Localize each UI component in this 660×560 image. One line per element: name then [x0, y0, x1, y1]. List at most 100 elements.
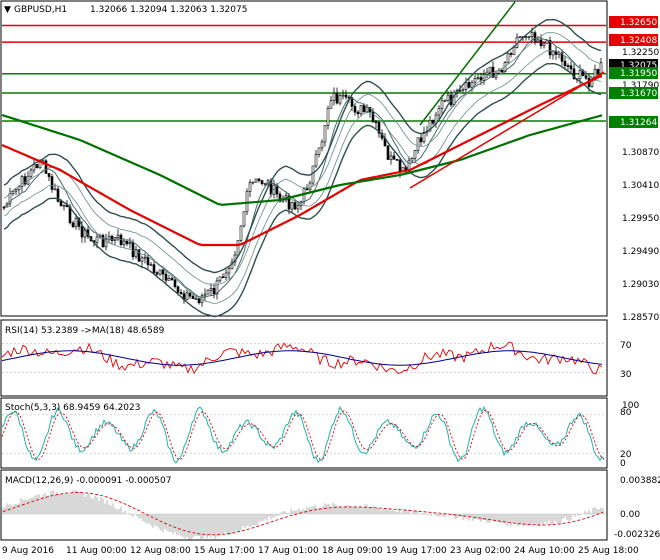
candle-body [236, 240, 240, 256]
stoch-signal-line [1, 409, 605, 461]
candle-body [62, 204, 66, 207]
price-pane[interactable] [0, 0, 608, 317]
candle-body [260, 180, 264, 184]
stoch-title: Stoch(5,3,3) 68.9459 64.2023 [5, 403, 140, 413]
time-label: 9 Aug 2016 [2, 546, 54, 556]
time-axis: 9 Aug 2016 11 Aug 00:00 12 Aug 08:00 15 … [2, 546, 639, 556]
candle-body [365, 106, 369, 113]
candle-body [386, 145, 390, 160]
stoch-tick-20: 20 [620, 450, 632, 460]
candle-body [293, 202, 297, 210]
candle-body [23, 176, 27, 185]
candle-body [440, 100, 444, 109]
candle-body [497, 69, 501, 74]
candle-body [206, 289, 210, 295]
candle-body [35, 164, 39, 168]
envelope-upper [3, 32, 602, 287]
candle-body [56, 188, 60, 202]
candle-body [320, 141, 324, 149]
level-tag-4: 1.31670 [620, 89, 657, 99]
candle-body [245, 191, 249, 213]
macd-pane[interactable] [0, 469, 608, 541]
candle-body [218, 276, 222, 282]
candle-body [533, 32, 537, 43]
candle-body [149, 264, 153, 266]
candle-body [38, 161, 42, 168]
candle-body [251, 181, 255, 184]
rsi-pane[interactable] [0, 319, 608, 397]
candle-body [512, 47, 516, 55]
candle-body [377, 122, 381, 134]
candle-body [194, 298, 198, 300]
candle-body [353, 106, 357, 113]
stoch-tick-80: 80 [620, 408, 632, 418]
price-chart [1, 1, 606, 318]
envelope-lower [3, 50, 602, 305]
ma-red-line [1, 74, 603, 247]
candle-body [311, 165, 315, 184]
price-tick: 1.31790 [622, 81, 659, 91]
candle-body [422, 132, 426, 143]
candle-body [578, 70, 582, 80]
candle-body [11, 190, 15, 194]
candle-body [197, 298, 201, 304]
ohlc-readout: 1.32066 1.32094 1.32063 1.32075 [90, 5, 247, 15]
candle-body [158, 269, 162, 275]
candle-body [299, 201, 303, 207]
candle-body [191, 295, 195, 300]
candle-body [359, 105, 363, 115]
candle-body [176, 286, 180, 293]
candle-body [287, 195, 291, 210]
stoch-tick-100: 100 [622, 401, 639, 411]
time-label: 11 Aug 00:00 [66, 546, 127, 556]
candle-body [257, 178, 261, 181]
candle-body [542, 42, 546, 46]
candle-body [482, 74, 486, 81]
stoch-pane[interactable] [0, 397, 608, 469]
candle-body [185, 292, 189, 301]
candle-body [413, 150, 417, 159]
candle-body [458, 90, 462, 92]
candle-body [143, 256, 147, 259]
candle-body [152, 264, 156, 273]
candle-body [317, 147, 321, 155]
candle-body [467, 82, 471, 88]
candle-body [221, 276, 225, 279]
candle-body [215, 280, 219, 295]
time-label: 18 Aug 09:00 [322, 546, 383, 556]
candle-body [431, 119, 435, 124]
candle-body [224, 272, 228, 279]
price-tick: 1.28570 [622, 313, 659, 323]
trend-line [409, 71, 605, 189]
price-tick: 1.30870 [622, 148, 659, 158]
candle-body [248, 182, 252, 192]
time-label: 17 Aug 01:00 [258, 546, 319, 556]
candle-body [47, 173, 51, 177]
candle-body [332, 92, 336, 101]
candle-body [29, 169, 33, 177]
candle-body [371, 111, 375, 122]
candle-body [14, 189, 18, 192]
candle-body [356, 111, 360, 115]
candle-body [44, 160, 48, 174]
price-axis: 1.32250 1.31790 1.30870 1.30410 1.29950 … [622, 48, 659, 323]
menu-down-icon[interactable]: ▼ [4, 5, 11, 15]
candle-body [59, 201, 63, 207]
candle-body [173, 279, 177, 288]
candle-body [476, 77, 480, 79]
candle-body [227, 268, 231, 274]
candle-body [437, 108, 441, 116]
candle-body [392, 155, 396, 160]
candle-body [572, 68, 576, 80]
rsi-title: RSI(14) 53.2389 ->MA(18) 48.6589 [5, 326, 165, 336]
candle-body [569, 65, 573, 70]
macd-signal-line [2, 492, 604, 536]
candle-body [146, 256, 150, 266]
macd-tick-top: 0.003882 [620, 476, 660, 486]
candle-body [137, 249, 141, 262]
candle-body [398, 159, 402, 173]
time-label: 15 Aug 17:00 [194, 546, 255, 556]
candle-body [539, 39, 543, 46]
candle-body [326, 107, 330, 126]
